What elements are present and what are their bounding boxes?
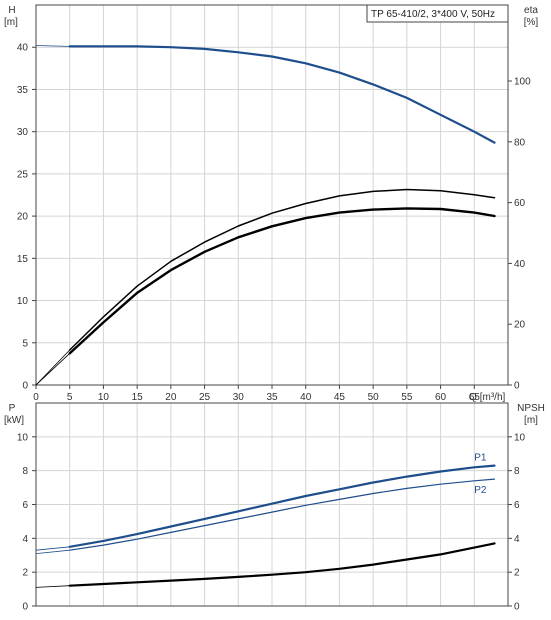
bottom-y2-axis-unit: [m] [524, 415, 538, 426]
top-series-eta_lower-extension [35, 353, 70, 386]
top-series-eta_upper-line [68, 188, 496, 351]
bottom-y2-axis-title: NPSH [517, 403, 545, 414]
bottom-y2-tick-label: 2 [514, 568, 520, 579]
top-x-tick-label: 20 [165, 392, 177, 403]
bottom-y-axis-unit: [kW] [4, 415, 24, 426]
top-y-tick-label: 30 [17, 127, 29, 138]
top-x-tick-label: 15 [132, 392, 144, 403]
top-y-axis-title: H [8, 5, 15, 16]
top-y-tick-label: 40 [17, 43, 29, 54]
bottom-y-tick-label: 10 [17, 432, 29, 443]
bottom-series-P2-extension [35, 549, 70, 554]
top-y-tick-label: 5 [22, 338, 28, 349]
top-y2-tick-label: 60 [514, 198, 526, 209]
bottom-series-NPSH-line [68, 542, 496, 587]
top-series-H-line [68, 45, 496, 144]
top-y-tick-label: 35 [17, 85, 29, 96]
top-y2-tick-label: 80 [514, 137, 526, 148]
top-series-eta_upper-extension [35, 349, 70, 386]
top-y2-axis-title: eta [524, 5, 538, 16]
top-x-axis-title: Q [m³/h] [469, 392, 505, 403]
top-x-tick-label: 55 [401, 392, 413, 403]
bottom-y-tick-label: 8 [22, 466, 28, 477]
bottom-y-tick-label: 4 [22, 534, 28, 545]
bottom-y2-tick-label: 4 [514, 534, 520, 545]
top-chart-title: TP 65-410/2, 3*400 V, 50Hz [371, 9, 495, 20]
bottom-series-NPSH-extension [35, 585, 70, 588]
top-y-tick-label: 20 [17, 212, 29, 223]
top-x-tick-label: 10 [98, 392, 110, 403]
bottom-series-P2-label: P2 [474, 485, 487, 496]
top-series-H-extension [35, 45, 70, 47]
bottom-series-P1-line [68, 464, 496, 548]
top-y-tick-label: 0 [22, 381, 28, 392]
top-x-tick-label: 0 [33, 392, 39, 403]
bottom-series-P2-line [69, 478, 496, 551]
bottom-y2-tick-label: 10 [514, 432, 526, 443]
top-x-tick-label: 25 [199, 392, 211, 403]
bottom-y-tick-label: 2 [22, 568, 28, 579]
bottom-y-axis-title: P [9, 403, 16, 414]
bottom-series-P1-extension [35, 546, 70, 551]
top-y2-tick-label: 40 [514, 259, 526, 270]
bottom-y2-tick-label: 8 [514, 466, 520, 477]
top-x-tick-label: 65 [469, 392, 481, 403]
top-x-tick-label: 40 [300, 392, 312, 403]
bottom-y-tick-label: 6 [22, 500, 28, 511]
top-x-tick-label: 60 [435, 392, 447, 403]
top-x-tick-label: 30 [233, 392, 245, 403]
top-y-tick-label: 25 [17, 169, 29, 180]
top-x-tick-label: 5 [67, 392, 73, 403]
top-x-tick-label: 45 [334, 392, 346, 403]
bottom-y-tick-label: 0 [22, 602, 28, 613]
top-x-tick-label: 35 [266, 392, 278, 403]
top-x-tick-label: 50 [368, 392, 380, 403]
bottom-y2-tick-label: 6 [514, 500, 520, 511]
top-y2-tick-label: 0 [514, 381, 520, 392]
top-y2-tick-label: 100 [514, 77, 531, 88]
top-y-axis-unit: [m] [4, 17, 18, 28]
bottom-y2-tick-label: 0 [514, 602, 520, 613]
bottom-series-P1-label: P1 [474, 453, 487, 464]
top-y-tick-label: 10 [17, 296, 29, 307]
top-y2-tick-label: 20 [514, 320, 526, 331]
top-series-eta_lower-line [68, 207, 496, 355]
top-y-tick-label: 15 [17, 254, 29, 265]
top-title-box [366, 4, 509, 23]
top-y2-axis-unit: [%] [524, 17, 539, 28]
